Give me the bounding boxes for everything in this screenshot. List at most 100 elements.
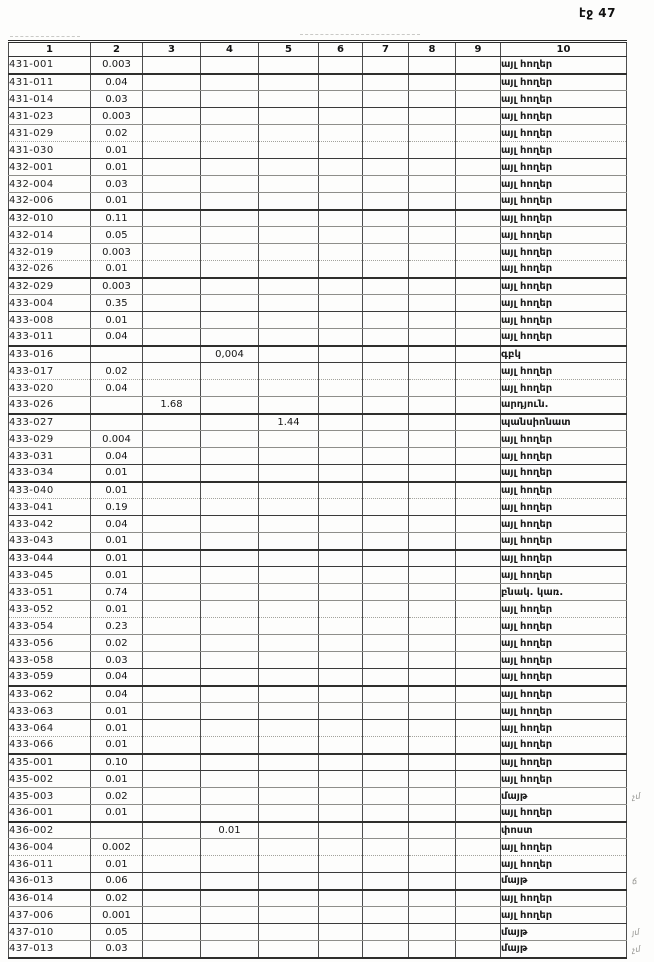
empty-cell	[318, 243, 363, 261]
land-use-label-cell: այլ հողեր	[500, 464, 627, 483]
empty-cell	[408, 736, 456, 755]
area-value-cell	[200, 209, 259, 227]
area-value-cell: 0.01	[90, 311, 143, 329]
empty-cell	[455, 328, 501, 347]
empty-cell	[455, 362, 501, 380]
area-value-cell: 0.05	[90, 923, 143, 941]
area-value-cell: 0.01	[90, 719, 143, 737]
area-value-cell	[258, 685, 319, 703]
empty-cell	[408, 532, 456, 551]
table-header-row: 1 2 3 4 5 6 7 8 9 10	[8, 40, 627, 57]
land-use-label-cell: մայթ	[500, 787, 627, 805]
empty-cell	[408, 923, 456, 941]
area-value-cell	[142, 243, 201, 261]
area-value-cell	[142, 226, 201, 244]
area-value-cell	[258, 243, 319, 261]
empty-cell	[362, 838, 409, 856]
area-value-cell	[258, 141, 319, 159]
empty-cell	[455, 838, 501, 856]
area-value-cell	[200, 838, 259, 856]
area-value-cell	[200, 889, 259, 907]
empty-cell	[455, 481, 501, 499]
empty-cell	[455, 141, 501, 159]
column-header-9: 9	[455, 40, 501, 57]
empty-cell	[318, 464, 363, 483]
empty-cell	[362, 243, 409, 261]
area-value-cell	[142, 566, 201, 584]
empty-cell	[455, 379, 501, 397]
empty-cell	[408, 396, 456, 415]
area-value-cell: 1.68	[142, 396, 201, 415]
empty-cell	[362, 90, 409, 108]
parcel-code-cell: 433-008	[8, 311, 91, 329]
empty-cell	[318, 838, 363, 856]
empty-cell	[362, 753, 409, 771]
area-value-cell: 0.003	[90, 277, 143, 295]
empty-cell	[455, 175, 501, 193]
table-body: 431-001 0.003 այլ հողեր 431-011 0.04 այլ հողե…	[8, 56, 627, 959]
empty-cell	[318, 396, 363, 415]
area-value-cell	[258, 940, 319, 959]
area-value-cell	[142, 549, 201, 567]
empty-cell	[408, 821, 456, 839]
land-use-label-cell: այլ հողեր	[500, 192, 627, 211]
table-row: 432-006 0.01 այլ հողեր	[8, 192, 627, 211]
empty-cell	[318, 311, 363, 329]
table-row: 433-044 0.01 այլ հողեր	[8, 549, 627, 567]
empty-cell	[362, 56, 409, 75]
empty-cell	[408, 175, 456, 193]
parcel-code-cell: 436-014	[8, 889, 91, 907]
parcel-code-cell: 433-045	[8, 566, 91, 584]
empty-cell	[362, 770, 409, 788]
area-value-cell	[200, 787, 259, 805]
empty-cell	[408, 583, 456, 601]
empty-cell	[455, 209, 501, 227]
land-use-label-cell: այլ հողեր	[500, 328, 627, 347]
area-value-cell: 0.11	[90, 209, 143, 227]
area-value-cell	[200, 260, 259, 279]
area-value-cell	[142, 855, 201, 873]
area-value-cell	[258, 396, 319, 415]
table-row: 433-045 0.01 այլ հողեր	[8, 566, 627, 584]
area-value-cell	[90, 821, 143, 839]
area-value-cell	[200, 56, 259, 75]
area-value-cell	[258, 549, 319, 567]
empty-cell	[408, 481, 456, 499]
land-use-label-cell: այլ հողեր	[500, 855, 627, 873]
area-value-cell	[200, 702, 259, 720]
empty-cell	[408, 855, 456, 873]
area-value-cell	[142, 515, 201, 533]
area-value-cell: 0.04	[90, 447, 143, 465]
area-value-cell: 0.01	[90, 549, 143, 567]
column-header-7: 7	[362, 40, 409, 57]
area-value-cell: 0.003	[90, 243, 143, 261]
area-value-cell	[258, 73, 319, 91]
empty-cell	[318, 498, 363, 516]
empty-cell	[408, 107, 456, 125]
land-use-label-cell: այլ հողեր	[500, 702, 627, 720]
area-value-cell	[142, 668, 201, 687]
empty-cell	[318, 345, 363, 363]
empty-cell	[455, 226, 501, 244]
land-use-label-cell: այլ հողեր	[500, 277, 627, 295]
empty-cell	[318, 821, 363, 839]
table-row: 436-011 0.01 այլ հողեր	[8, 855, 627, 873]
empty-cell	[362, 872, 409, 891]
empty-cell	[318, 736, 363, 755]
land-use-label-cell: այլ հողեր	[500, 141, 627, 159]
empty-cell	[362, 277, 409, 295]
table-row: 433-034 0.01 այլ հողեր	[8, 464, 627, 483]
area-value-cell: 0.01	[90, 192, 143, 211]
table-row: 433-004 0.35 այլ հողեր	[8, 294, 627, 312]
area-value-cell	[258, 736, 319, 755]
empty-cell	[455, 396, 501, 415]
area-value-cell	[258, 430, 319, 448]
area-value-cell: 0.03	[90, 940, 143, 959]
table-row: 432-026 0.01 այլ հողեր	[8, 260, 627, 279]
area-value-cell: 0.01	[90, 141, 143, 159]
land-use-label-cell: այլ հողեր	[500, 753, 627, 771]
empty-cell	[408, 838, 456, 856]
empty-cell	[318, 685, 363, 703]
area-value-cell	[258, 345, 319, 363]
